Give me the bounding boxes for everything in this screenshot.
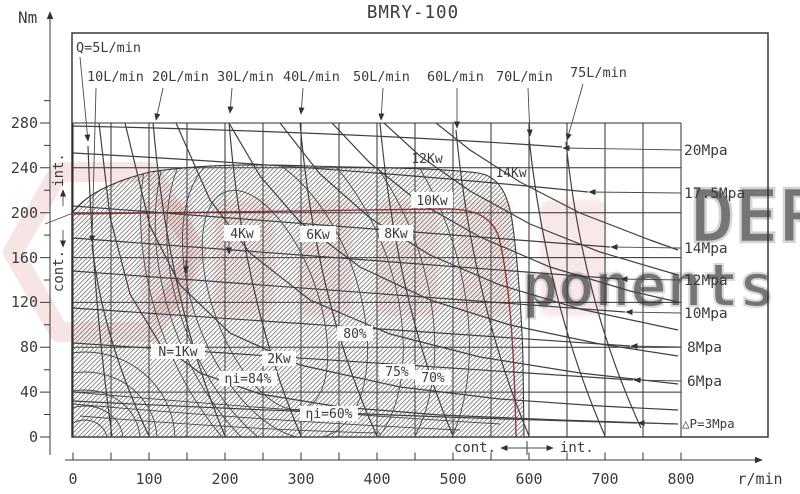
x-axis: 0 100 200 300 400 500 600 700 800 r/min xyxy=(65,452,783,488)
efficiency-label-75: 75% xyxy=(385,365,409,380)
power-label-2kw: 2Kw xyxy=(267,352,291,367)
flow-label-50: 50L/min xyxy=(353,69,410,85)
pressure-label-14: 14Mpa xyxy=(684,241,728,257)
y-axis: Nm 280 240 200 160 120 80 40 0 xyxy=(11,8,54,455)
x-tick-700: 700 xyxy=(591,470,618,488)
flow-label-40: 40L/min xyxy=(283,69,340,85)
y-axis-unit: Nm xyxy=(18,8,37,27)
x-tick-100: 100 xyxy=(135,470,162,488)
efficiency-label-60: ηi=60% xyxy=(306,407,353,422)
flow-curves xyxy=(87,123,642,437)
flow-label-30: 30L/min xyxy=(217,69,274,85)
flow-leader-arrows xyxy=(79,56,584,243)
pressure-label-12: 12Mpa xyxy=(684,273,728,289)
x-tick-500: 500 xyxy=(439,470,466,488)
flow-label-10: 10L/min xyxy=(87,69,144,85)
x-tick-300: 300 xyxy=(287,470,314,488)
flow-label-75: 75L/min xyxy=(570,65,627,81)
bottom-zone-cont-label: cont. xyxy=(454,440,496,456)
power-label-14kw: 14Kw xyxy=(495,166,526,181)
flow-label-q5: Q=5L/min xyxy=(76,40,141,56)
x-tick-800: 800 xyxy=(667,470,694,488)
y-tick-160: 160 xyxy=(11,249,38,267)
chart-title: BMRY-100 xyxy=(367,3,459,23)
bottom-zone-int-label: int. xyxy=(560,440,594,456)
watermark-text-ponents: ponents xyxy=(522,251,775,321)
power-label-12kw: 12Kw xyxy=(411,152,442,167)
x-tick-600: 600 xyxy=(515,470,542,488)
pressure-label-3-delta: △P=3Mpa xyxy=(682,416,735,431)
efficiency-labels: ηi=84% 80% 75% 70% ηi=60% xyxy=(219,326,451,422)
y-tick-240: 240 xyxy=(11,159,38,177)
pressure-labels: 20Mpa 17.5Mpa 14Mpa 12Mpa 10Mpa 8Mpa 6Mp… xyxy=(562,143,745,431)
x-tick-400: 400 xyxy=(363,470,390,488)
flow-label-60: 60L/min xyxy=(427,69,484,85)
pressure-label-17_5: 17.5Mpa xyxy=(684,186,745,202)
efficiency-label-80: 80% xyxy=(343,327,367,342)
left-zone-int-label: int. xyxy=(51,153,67,187)
flow-label-20: 20L/min xyxy=(152,69,209,85)
y-tick-280: 280 xyxy=(11,114,38,132)
efficiency-label-70: 70% xyxy=(421,371,445,386)
pressure-label-6: 6Mpa xyxy=(687,374,722,390)
flow-labels: Q=5L/min 10L/min 20L/min 30L/min 40L/min… xyxy=(76,40,627,243)
power-label-4kw: 4Kw xyxy=(230,227,254,242)
flow-label-70: 70L/min xyxy=(496,69,553,85)
pressure-label-10: 10Mpa xyxy=(684,306,728,322)
x-tick-0: 0 xyxy=(68,470,77,488)
watermark-text-der: DER xyxy=(690,174,800,260)
power-label-1kw: N=1Kw xyxy=(158,345,197,360)
x-axis-unit: r/min xyxy=(737,470,782,488)
left-duty-zone-annotation: int. cont. xyxy=(44,153,74,292)
pressure-label-8: 8Mpa xyxy=(687,340,722,356)
power-label-6kw: 6Kw xyxy=(306,228,330,243)
efficiency-contours xyxy=(73,164,501,437)
bottom-duty-zone-annotation: cont. int. xyxy=(454,440,594,456)
power-label-10kw: 10Kw xyxy=(416,194,447,209)
y-tick-40: 40 xyxy=(20,383,38,401)
y-tick-80: 80 xyxy=(20,338,38,356)
left-zone-cont-label: cont. xyxy=(51,250,67,292)
y-tick-120: 120 xyxy=(11,293,38,311)
y-tick-200: 200 xyxy=(11,204,38,222)
y-tick-0: 0 xyxy=(29,428,38,446)
pressure-label-20: 20Mpa xyxy=(684,143,728,159)
x-tick-200: 200 xyxy=(211,470,238,488)
efficiency-label-84: ηi=84% xyxy=(225,372,272,387)
power-curve-labels: N=1Kw 2Kw 4Kw 6Kw 8Kw 10Kw 12Kw 14Kw xyxy=(151,152,527,367)
power-label-8kw: 8Kw xyxy=(384,227,408,242)
